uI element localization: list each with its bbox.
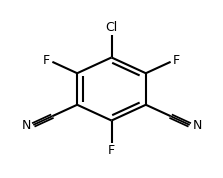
Text: N: N — [192, 119, 202, 132]
Text: F: F — [173, 54, 180, 67]
Text: F: F — [108, 144, 115, 157]
Text: Cl: Cl — [105, 21, 118, 34]
Text: F: F — [43, 54, 50, 67]
Text: N: N — [21, 119, 31, 132]
